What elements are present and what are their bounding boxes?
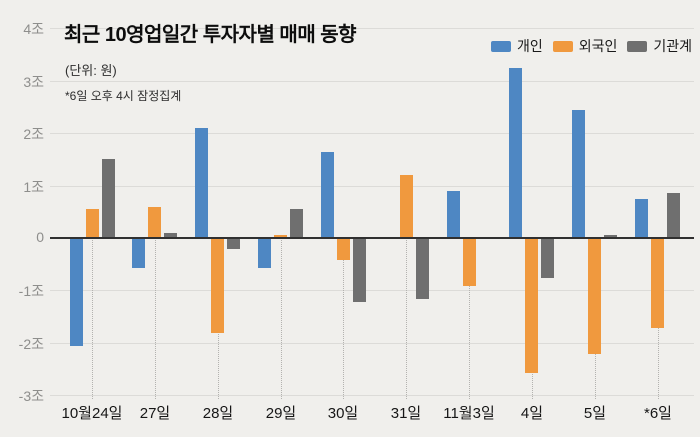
legend-item-개인: 개인 <box>490 36 543 56</box>
bar-기관계-*6일 <box>667 193 680 238</box>
y-axis-tick-label: 2조 <box>23 126 44 142</box>
bar-기관계-31일 <box>416 239 429 299</box>
legend: 개인 외국인 기관계 <box>490 36 692 56</box>
x-axis-tick-label: 28일 <box>202 405 234 422</box>
category-dotted-line <box>343 240 344 399</box>
x-axis-tick-label: 29일 <box>265 405 297 422</box>
bar-외국인-11월3일 <box>463 239 476 286</box>
bar-개인-5일 <box>572 110 585 238</box>
category-dotted-line <box>406 240 407 399</box>
bar-외국인-27일 <box>148 207 161 238</box>
legend-label: 외국인 <box>578 38 618 54</box>
chart-note: *6일 오후 4시 잠정집계 <box>65 89 182 103</box>
bar-개인-10월24일 <box>70 239 83 346</box>
bar-외국인-28일 <box>211 239 224 333</box>
bar-개인-11월3일 <box>447 191 460 238</box>
bar-개인-30일 <box>321 152 334 238</box>
legend-swatch-icon <box>627 40 648 52</box>
y-axis-tick-label: -1조 <box>18 283 44 299</box>
gridline <box>50 186 694 187</box>
x-axis-tick-label: 30일 <box>327 405 359 422</box>
bar-기관계-10월24일 <box>102 159 115 238</box>
legend-item-외국인: 외국인 <box>552 36 618 56</box>
legend-swatch-icon <box>490 40 511 52</box>
bar-외국인-10월24일 <box>86 209 99 238</box>
chart-subtitle: (단위: 원) <box>65 63 117 78</box>
gridline <box>50 343 694 344</box>
gridline <box>50 28 694 29</box>
legend-label: 개인 <box>516 38 543 54</box>
bar-기관계-5일 <box>604 235 617 238</box>
x-axis-tick-label: 10월24일 <box>61 405 123 422</box>
legend-label: 기관계 <box>653 38 692 54</box>
y-axis-tick-label: 0 <box>36 229 44 245</box>
bar-개인-29일 <box>258 239 271 268</box>
bar-기관계-28일 <box>227 239 240 249</box>
bar-개인-27일 <box>132 239 145 268</box>
bar-외국인-4일 <box>525 239 538 373</box>
bar-기관계-4일 <box>541 239 554 278</box>
x-axis-tick-label: *6일 <box>644 405 672 422</box>
legend-swatch-icon <box>552 40 573 52</box>
category-dotted-line <box>155 240 156 399</box>
gridline <box>50 81 694 82</box>
category-dotted-line <box>281 240 282 399</box>
zero-axis-line <box>50 237 694 239</box>
bar-외국인-*6일 <box>651 239 664 328</box>
legend-item-기관계: 기관계 <box>627 36 692 56</box>
x-axis-tick-label: 31일 <box>390 405 422 422</box>
gridline <box>50 290 694 291</box>
y-axis-tick-label: 1조 <box>23 179 44 195</box>
bar-개인-4일 <box>509 68 522 238</box>
bar-외국인-30일 <box>337 239 350 260</box>
x-axis-tick-label: 5일 <box>583 405 607 422</box>
bar-기관계-27일 <box>164 233 177 238</box>
y-axis-tick-label: 3조 <box>23 74 44 90</box>
bar-외국인-5일 <box>588 239 601 354</box>
y-axis-tick-label: 4조 <box>23 21 44 37</box>
bar-개인-*6일 <box>635 199 648 238</box>
y-axis-tick-label: -3조 <box>18 388 44 404</box>
bar-기관계-30일 <box>353 239 366 302</box>
x-axis-tick-label: 27일 <box>139 405 171 422</box>
category-dotted-line <box>469 240 470 399</box>
chart-title: 최근 10영업일간 투자자별 매매 동향 <box>64 24 357 46</box>
bar-개인-28일 <box>195 128 208 238</box>
category-dotted-line <box>92 240 93 399</box>
gridline <box>50 395 694 396</box>
x-axis-tick-label: 11월3일 <box>443 405 495 422</box>
bar-외국인-31일 <box>400 175 413 238</box>
y-axis-tick-label: -2조 <box>18 336 44 352</box>
gridline <box>50 133 694 134</box>
bar-외국인-29일 <box>274 235 287 238</box>
x-axis-tick-label: 4일 <box>520 405 544 422</box>
bar-기관계-29일 <box>290 209 303 238</box>
